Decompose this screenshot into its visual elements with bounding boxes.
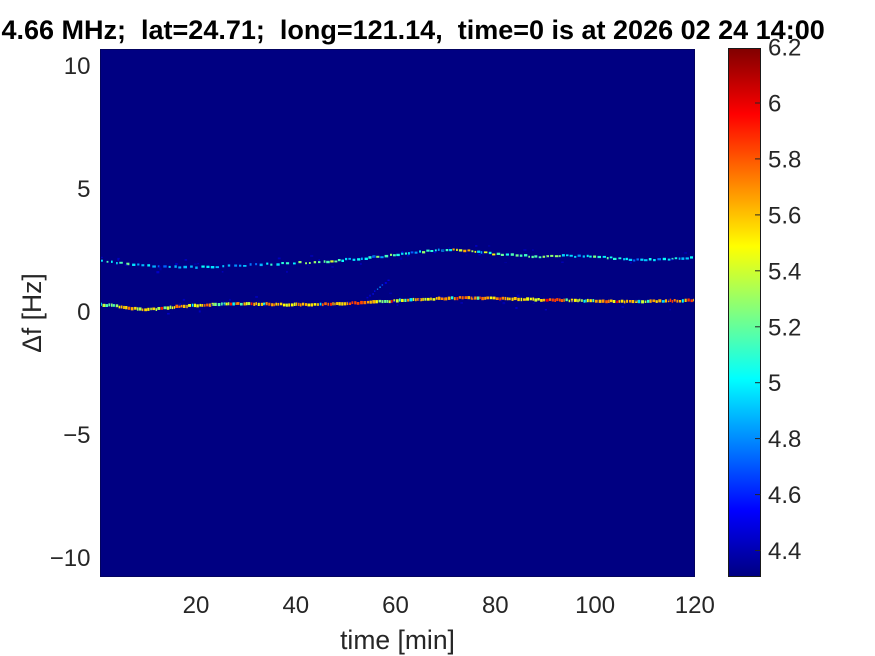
svg-text:5.8: 5.8 [768, 146, 801, 173]
svg-text:0: 0 [77, 299, 90, 326]
svg-text:5: 5 [768, 370, 781, 397]
svg-text:120: 120 [675, 592, 715, 619]
svg-text:5.4: 5.4 [768, 258, 801, 285]
svg-text:time [min]: time [min] [340, 625, 455, 655]
svg-text:80: 80 [482, 592, 509, 619]
svg-text:4.66 MHz; lat=24.71; long=12: 4.66 MHz; lat=24.71; long=121.14, time=0… [2, 15, 825, 45]
svg-text:4.4: 4.4 [768, 538, 801, 565]
svg-text:60: 60 [382, 592, 409, 619]
svg-text:4.8: 4.8 [768, 426, 801, 453]
svg-text:−10: −10 [50, 545, 91, 572]
svg-text:Δf [Hz]: Δf [Hz] [17, 273, 47, 353]
svg-text:40: 40 [282, 592, 309, 619]
svg-text:6: 6 [768, 91, 781, 118]
svg-text:5.6: 5.6 [768, 202, 801, 229]
svg-text:4.6: 4.6 [768, 482, 801, 509]
svg-text:5.2: 5.2 [768, 314, 801, 341]
svg-text:20: 20 [183, 592, 210, 619]
svg-text:10: 10 [64, 53, 91, 80]
svg-text:6.2: 6.2 [768, 35, 801, 62]
svg-text:−5: −5 [63, 422, 90, 449]
svg-text:100: 100 [575, 592, 615, 619]
svg-text:5: 5 [77, 176, 90, 203]
